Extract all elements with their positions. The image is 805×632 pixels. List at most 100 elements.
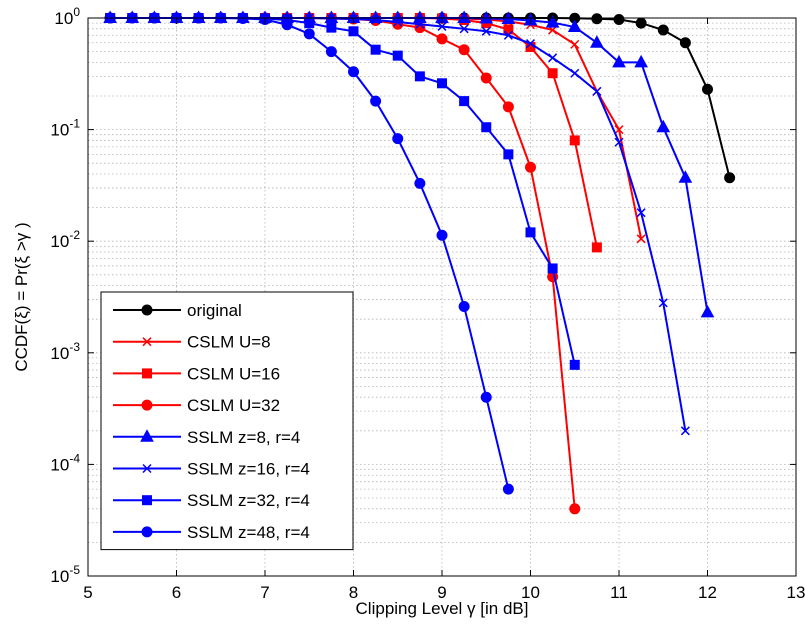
data-point [680,426,690,436]
data-point [414,177,426,189]
legend-marker [142,495,152,506]
x-tick-label: 10 [521,583,540,602]
data-point [547,68,558,79]
data-point [393,17,403,27]
data-point [392,133,404,145]
data-point [370,95,382,107]
y-tick-label: 10-5 [50,563,80,586]
data-point [324,10,339,23]
data-point [700,304,715,318]
data-point [480,391,492,403]
legend-marker [141,304,153,316]
legend-label: SSLM z=32, r=4 [187,491,310,510]
x-tick-label: 5 [83,583,92,602]
x-tick-label: 7 [260,583,269,602]
legend-entry: SSLM z=32, r=4 [113,491,310,510]
x-tick-label: 12 [698,583,717,602]
data-point [570,39,580,49]
data-point [348,26,359,37]
data-point [392,50,403,61]
y-tick-label: 10-4 [50,451,80,474]
data-point [281,19,293,31]
data-point [636,234,646,244]
axis-ticks: 5 6 7 8 9 10 11 12 13 100 10-1 10-2 10-3 10-4 10-5 [50,5,805,602]
data-point [657,24,669,36]
y-axis-label: CCDF(ξ) = Pr(ξ >γ ) [12,222,31,371]
data-point [547,263,558,274]
legend: original CSLM U=8 CSLM U=16 CSLM U=32 SSLM z… [100,291,354,551]
data-point [481,122,492,133]
x-tick-label: 13 [787,583,805,602]
data-point [636,208,646,218]
data-point [503,24,514,35]
legend-entry: CSLM U=16 [113,364,280,383]
data-point [326,22,337,33]
legend-label: SSLM z=48, r=4 [187,523,310,542]
data-point [724,172,736,184]
data-point [679,37,691,49]
data-point [591,13,603,25]
legend-label: CSLM U=8 [187,333,271,352]
data-point [502,101,514,113]
data-point [437,78,447,89]
legend-entry: SSLM z=8, r=4 [113,428,300,447]
data-point [591,242,602,253]
data-point [567,19,582,33]
legend-label: SSLM z=8, r=4 [187,428,300,447]
data-point [569,135,580,146]
data-point [525,227,536,238]
data-point [371,15,381,25]
data-point [415,19,425,29]
data-point [592,86,602,96]
legend-marker [142,337,152,347]
data-point [548,53,558,63]
y-tick-label: 10-2 [50,228,80,251]
data-point [545,15,560,28]
data-point [413,10,427,23]
legend-marker [142,463,152,474]
data-point [590,35,604,48]
data-point [569,359,580,370]
data-point [437,21,447,31]
x-tick-label: 11 [610,583,628,602]
data-point [502,483,514,495]
data-point [570,68,580,78]
data-point [612,54,626,68]
x-tick-label: 6 [172,583,181,602]
x-axis-label: Clipping Level γ [in dB] [356,599,529,618]
data-point [436,33,448,45]
data-point [458,44,470,56]
data-point [459,96,470,107]
data-point [458,300,470,312]
data-point [525,39,536,49]
data-point [614,125,624,135]
legend-marker [141,526,153,538]
legend-label: original [187,301,242,320]
data-point [656,119,671,133]
data-point [303,28,315,40]
data-point [481,26,491,36]
x-tick-label: 9 [437,583,446,602]
legend-entry: SSLM z=16, r=4 [113,460,310,479]
legend-entry: CSLM U=8 [113,333,271,352]
data-point [503,30,513,40]
y-tick-label: 10-1 [50,117,80,140]
data-point [635,17,647,29]
data-point [614,137,624,147]
x-tick-label: 8 [349,583,358,602]
data-point [480,72,492,84]
legend-entry: SSLM z=48, r=4 [113,523,310,542]
data-point [569,503,581,515]
data-point [479,10,494,24]
data-point [304,18,315,29]
data-point [348,66,359,78]
legend-marker [141,399,153,411]
data-point [503,149,514,160]
legend-label: SSLM z=16, r=4 [187,460,310,479]
data-point [658,298,668,308]
legend-entry: original [113,301,242,320]
data-point [459,24,469,34]
y-tick-label: 10-3 [50,340,80,363]
data-point [457,10,471,23]
